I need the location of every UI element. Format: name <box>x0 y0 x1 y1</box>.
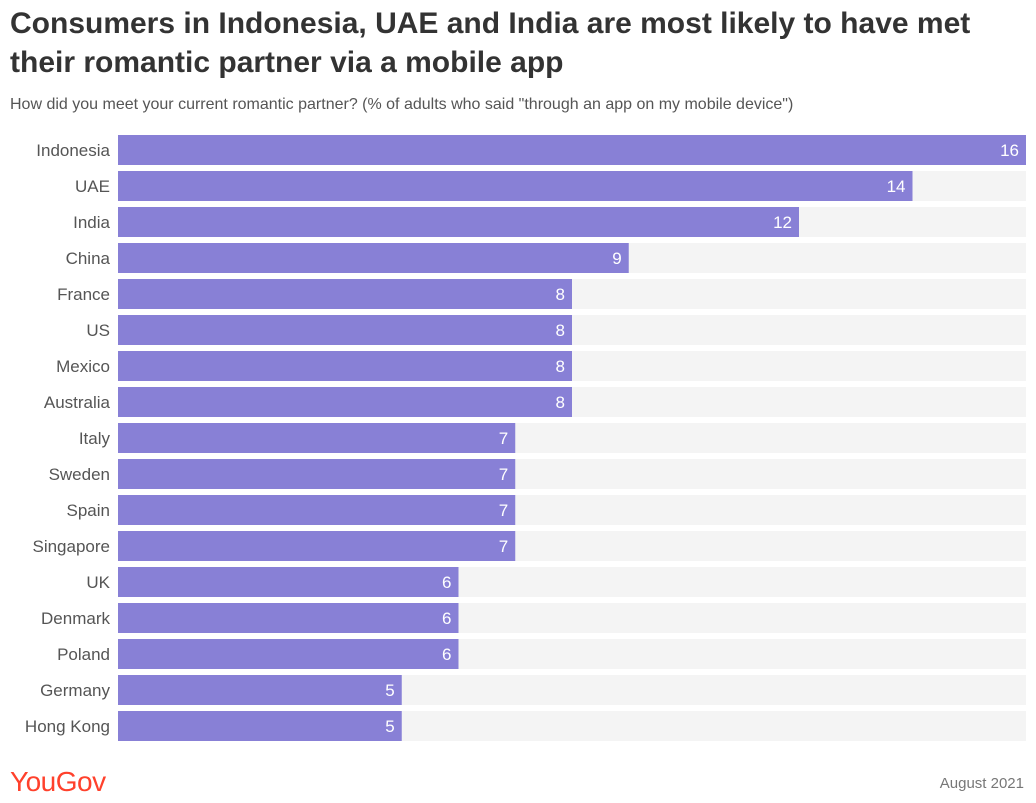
value-label: 9 <box>612 249 621 268</box>
value-label: 12 <box>773 213 792 232</box>
value-label: 7 <box>499 501 508 520</box>
category-label: Spain <box>67 501 110 520</box>
value-label: 7 <box>499 429 508 448</box>
category-label: Germany <box>40 681 110 700</box>
bar-france <box>118 279 572 309</box>
category-label: Australia <box>44 393 111 412</box>
bar-spain <box>118 495 516 525</box>
value-label: 8 <box>556 285 565 304</box>
category-label: France <box>57 285 110 304</box>
bar-india <box>118 207 799 237</box>
bar-indonesia <box>118 135 1026 165</box>
value-label: 6 <box>442 609 451 628</box>
value-label: 5 <box>385 681 394 700</box>
category-label: Singapore <box>32 537 110 556</box>
category-label: Italy <box>79 429 111 448</box>
category-label: Mexico <box>56 357 110 376</box>
bar-poland <box>118 639 459 669</box>
value-label: 8 <box>556 357 565 376</box>
category-label: Denmark <box>41 609 110 628</box>
category-label: Indonesia <box>36 141 110 160</box>
bar-sweden <box>118 459 516 489</box>
bar-hong-kong <box>118 711 402 741</box>
category-label: China <box>66 249 111 268</box>
bar-germany <box>118 675 402 705</box>
bar-australia <box>118 387 572 417</box>
category-label: India <box>73 213 110 232</box>
bar-uae <box>118 171 913 201</box>
chart-title: Consumers in Indonesia, UAE and India ar… <box>10 7 971 79</box>
value-label: 6 <box>442 573 451 592</box>
value-label: 5 <box>385 717 394 736</box>
value-label: 14 <box>887 177 906 196</box>
value-label: 6 <box>442 645 451 664</box>
bar-china <box>118 243 629 273</box>
category-label: Hong Kong <box>25 717 110 736</box>
yougov-logo: YouGov <box>10 766 106 797</box>
category-label: Sweden <box>49 465 110 484</box>
bar-uk <box>118 567 459 597</box>
category-label: UK <box>86 573 110 592</box>
date-label: August 2021 <box>939 775 1024 792</box>
bar-singapore <box>118 531 516 561</box>
bar-denmark <box>118 603 459 633</box>
chart-subtitle: How did you meet your current romantic p… <box>10 96 794 113</box>
value-label: 7 <box>499 465 508 484</box>
value-label: 8 <box>556 393 565 412</box>
bar-italy <box>118 423 516 453</box>
bar-mexico <box>118 351 572 381</box>
category-label: UAE <box>75 177 110 196</box>
value-label: 16 <box>1000 141 1019 160</box>
category-label: Poland <box>57 645 110 664</box>
value-label: 7 <box>499 537 508 556</box>
bar-us <box>118 315 572 345</box>
value-label: 8 <box>556 321 565 340</box>
category-label: US <box>86 321 110 340</box>
